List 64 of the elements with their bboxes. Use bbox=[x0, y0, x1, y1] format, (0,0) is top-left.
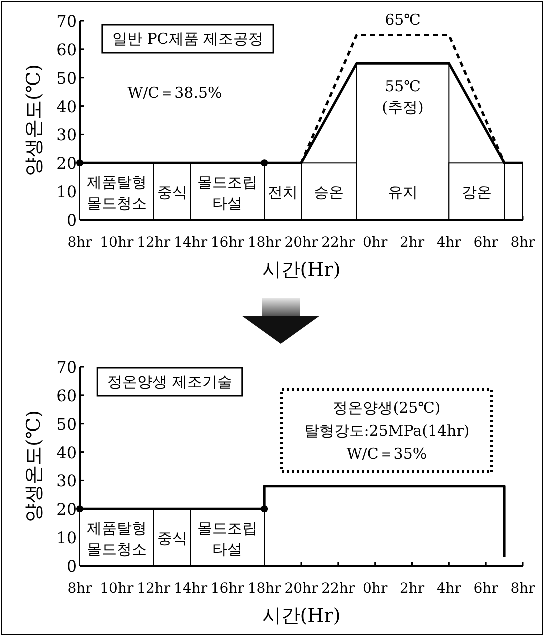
y-tick-label: 20 bbox=[56, 154, 77, 174]
y-tick-label: 40 bbox=[56, 97, 77, 116]
y-axis-title: 양생온도(℃) bbox=[23, 410, 45, 523]
annotation: W/C＝35% bbox=[346, 445, 428, 463]
y-axis-title: 양생온도(℃) bbox=[23, 64, 45, 177]
x-tick-label: 0hr bbox=[363, 235, 388, 251]
y-tick-label: 70 bbox=[56, 358, 77, 377]
x-tick-label: 6hr bbox=[474, 235, 499, 251]
x-tick-label: 8hr bbox=[68, 581, 93, 597]
y-tick-label: 40 bbox=[56, 443, 77, 462]
x-tick-label: 22hr bbox=[322, 581, 356, 597]
band-label: 강온 bbox=[462, 184, 492, 202]
chart-title: 정온양생 제조기술 bbox=[108, 373, 232, 391]
y-tick-label: 10 bbox=[56, 182, 77, 202]
x-tick-label: 14hr bbox=[174, 235, 208, 251]
y-tick-label: 30 bbox=[56, 126, 77, 145]
x-tick-label: 4hr bbox=[436, 235, 462, 251]
x-tick-label: 12hr bbox=[137, 581, 171, 597]
y-tick-label: 30 bbox=[56, 472, 77, 491]
x-tick-label: 8hr bbox=[510, 581, 536, 597]
band-label: 몰드조립 타설 bbox=[198, 174, 258, 213]
annotation: 정온양생(25℃) bbox=[333, 399, 441, 417]
y-tick-label: 70 bbox=[56, 12, 77, 31]
x-tick-label: 2hr bbox=[400, 581, 425, 597]
y-tick-label: 10 bbox=[56, 528, 77, 548]
band-label: 전치 bbox=[268, 184, 298, 202]
x-tick-label: 10hr bbox=[100, 235, 134, 251]
x-tick-label: 2hr bbox=[400, 235, 425, 251]
x-tick-label: 16hr bbox=[210, 581, 245, 597]
y-tick-label: 20 bbox=[56, 500, 77, 520]
text: 일반 PC제품 제조공정 bbox=[112, 30, 264, 48]
x-tick-label: 0hr bbox=[363, 581, 388, 597]
y-tick-label: 60 bbox=[56, 40, 77, 60]
y-tick-label: 60 bbox=[56, 386, 77, 406]
band-label: 승온 bbox=[314, 184, 344, 202]
x-tick-label: 22hr bbox=[322, 235, 356, 251]
annotation: 55℃ (추정) bbox=[382, 78, 424, 117]
x-tick-label: 18hr bbox=[248, 235, 282, 251]
x-tick-label: 4hr bbox=[436, 581, 462, 597]
band-label: 유지 bbox=[388, 184, 418, 202]
x-tick-label: 12hr bbox=[137, 235, 171, 251]
y-tick-label: 0 bbox=[66, 557, 77, 576]
annotation: 65℃ bbox=[385, 11, 421, 30]
band-label: 제품탈형 몰드청소 bbox=[86, 520, 147, 559]
band-label: 중식 bbox=[157, 530, 188, 548]
x-tick-label: 18hr bbox=[248, 581, 282, 597]
band-label: 중식 bbox=[157, 184, 188, 202]
x-tick-label: 16hr bbox=[210, 235, 245, 251]
band-label: 제품탈형 몰드청소 bbox=[86, 174, 147, 213]
x-axis-title: 시간(Hr) bbox=[262, 605, 341, 627]
x-tick-label: 20hr bbox=[284, 581, 319, 597]
x-tick-label: 10hr bbox=[100, 581, 134, 597]
x-tick-label: 20hr bbox=[284, 235, 319, 251]
band-label: 몰드조립 타설 bbox=[198, 520, 258, 559]
x-tick-label: 8hr bbox=[510, 235, 536, 251]
x-axis-title: 시간(Hr) bbox=[262, 259, 341, 281]
y-tick-label: 0 bbox=[66, 211, 77, 230]
y-tick-label: 50 bbox=[56, 68, 77, 88]
annotation: 탈형강도:25MPa(14hr) bbox=[304, 422, 470, 440]
x-tick-label: 6hr bbox=[474, 581, 499, 597]
x-tick-label: 8hr bbox=[68, 235, 93, 251]
y-tick-label: 50 bbox=[56, 414, 77, 434]
annotation: W/C＝38.5% bbox=[128, 84, 222, 102]
x-tick-label: 14hr bbox=[174, 581, 208, 597]
